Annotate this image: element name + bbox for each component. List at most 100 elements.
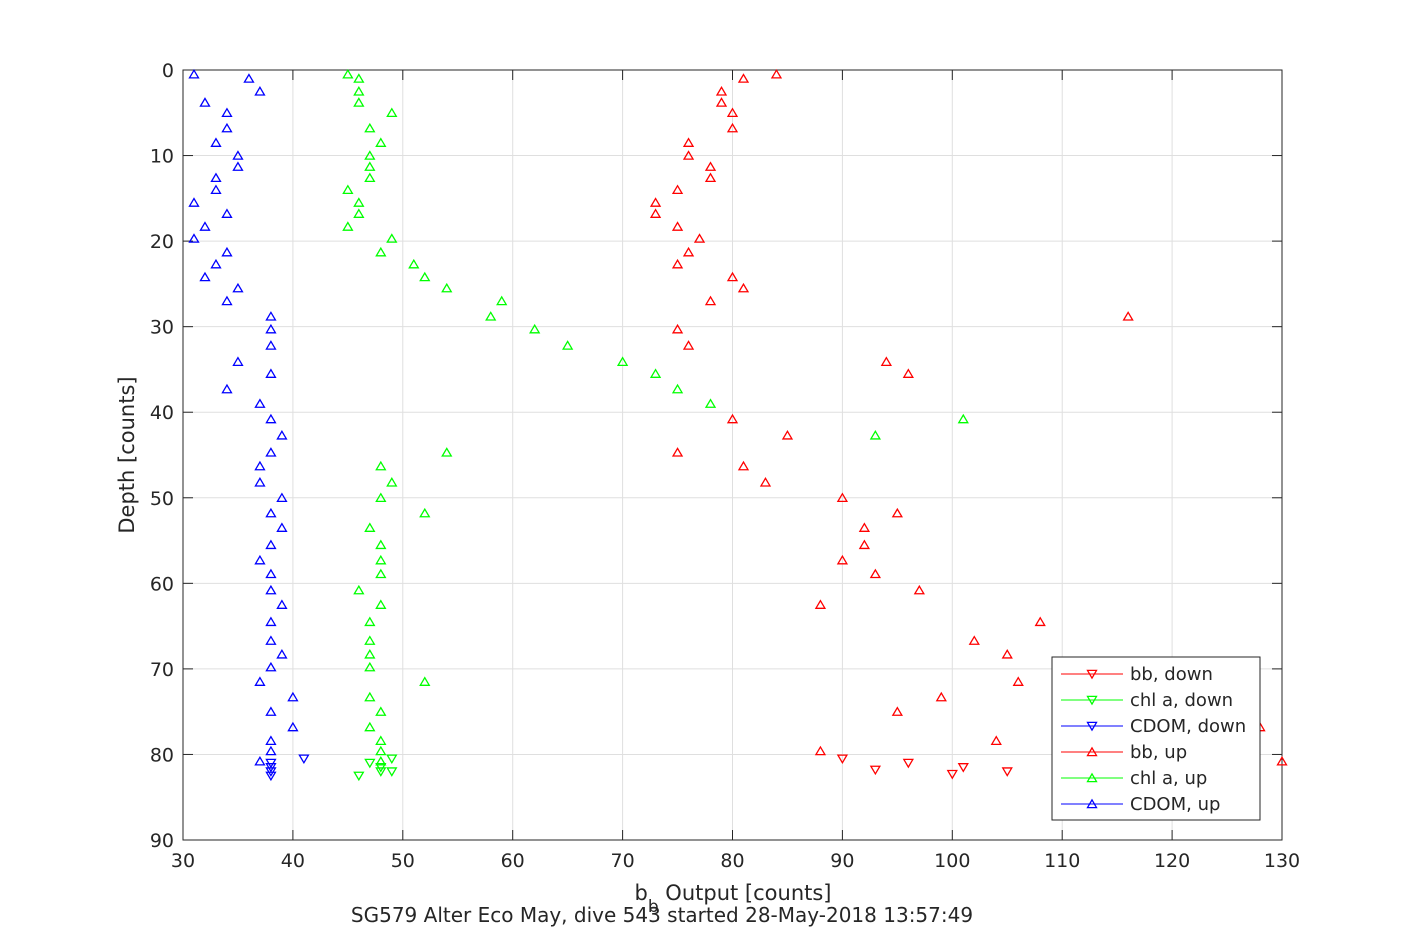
data-point bbox=[946, 769, 958, 780]
data-point bbox=[441, 447, 453, 457]
data-point bbox=[671, 221, 684, 231]
legend: bb, down chl a, down CDOM, down bb, up chl a… bbox=[1051, 656, 1261, 821]
data-point bbox=[254, 398, 266, 408]
data-point bbox=[232, 282, 244, 293]
data-point bbox=[375, 767, 387, 777]
data-point bbox=[342, 221, 354, 231]
data-point bbox=[1001, 649, 1013, 659]
series-0 bbox=[836, 754, 1013, 780]
legend-label: CDOM, up bbox=[1130, 794, 1220, 815]
data-point bbox=[210, 172, 222, 183]
x-tick-label: 70 bbox=[611, 850, 635, 872]
data-point bbox=[265, 311, 277, 321]
data-point bbox=[254, 755, 266, 766]
data-point bbox=[188, 233, 200, 243]
data-point bbox=[188, 68, 200, 79]
legend-label: chl a, down bbox=[1130, 690, 1233, 711]
data-point bbox=[671, 383, 684, 394]
data-point bbox=[616, 356, 629, 366]
x-tick-label: 110 bbox=[1044, 850, 1080, 872]
data-point bbox=[375, 492, 387, 503]
data-point bbox=[682, 137, 695, 147]
data-point bbox=[188, 197, 200, 207]
data-point bbox=[265, 635, 277, 645]
data-point bbox=[221, 107, 233, 118]
data-point bbox=[529, 323, 541, 334]
data-point bbox=[364, 616, 376, 627]
data-point bbox=[232, 356, 244, 366]
data-point bbox=[364, 161, 376, 171]
data-point bbox=[375, 554, 387, 565]
y-tick-label: 10 bbox=[150, 146, 174, 168]
data-point bbox=[364, 172, 376, 183]
y-axis-label: Depth [counts] bbox=[115, 376, 139, 533]
legend-marker bbox=[1086, 798, 1098, 809]
legend-box bbox=[1051, 656, 1261, 821]
data-point bbox=[737, 460, 750, 471]
data-point bbox=[957, 413, 969, 424]
data-point bbox=[342, 184, 354, 195]
data-point bbox=[671, 323, 684, 334]
data-point bbox=[1276, 755, 1288, 766]
data-point bbox=[210, 258, 222, 269]
data-point bbox=[726, 122, 739, 133]
data-point bbox=[386, 477, 398, 487]
data-point bbox=[419, 271, 431, 282]
x-tick-label: 60 bbox=[501, 850, 525, 872]
data-point bbox=[836, 554, 849, 565]
data-point bbox=[265, 539, 277, 550]
data-point bbox=[902, 368, 914, 378]
data-point bbox=[715, 97, 728, 107]
legend-entry: bb, down bbox=[1061, 664, 1213, 685]
data-point bbox=[353, 208, 365, 218]
legend-marker bbox=[1086, 669, 1098, 680]
data-point bbox=[353, 584, 365, 595]
data-point bbox=[386, 767, 398, 777]
x-tick-label: 80 bbox=[720, 850, 744, 872]
y-tick-label: 70 bbox=[150, 659, 174, 681]
data-point bbox=[715, 86, 728, 96]
data-point bbox=[353, 73, 365, 83]
legend-entry: chl a, up bbox=[1061, 768, 1207, 789]
data-point bbox=[254, 86, 266, 96]
data-point bbox=[1034, 616, 1046, 627]
data-point bbox=[265, 706, 277, 716]
data-markers bbox=[188, 68, 1288, 782]
x-tick-label: 120 bbox=[1154, 850, 1190, 872]
data-point bbox=[419, 507, 431, 518]
data-point bbox=[485, 311, 497, 321]
data-point bbox=[441, 282, 453, 293]
data-point bbox=[276, 599, 288, 609]
data-point bbox=[276, 649, 288, 659]
legend-label: bb, up bbox=[1130, 742, 1187, 763]
data-point bbox=[221, 122, 233, 133]
data-point bbox=[364, 122, 376, 133]
data-point bbox=[957, 763, 969, 773]
y-tick-label: 40 bbox=[150, 402, 174, 424]
data-point bbox=[682, 150, 695, 160]
data-point bbox=[375, 539, 387, 550]
data-point bbox=[375, 137, 387, 147]
x-axis-label-subscript: b bbox=[648, 897, 659, 917]
data-point bbox=[781, 429, 794, 440]
data-point bbox=[1001, 767, 1013, 777]
data-point bbox=[375, 460, 387, 471]
y-tick-label: 60 bbox=[150, 573, 174, 595]
data-point bbox=[265, 507, 277, 518]
x-tick-label: 100 bbox=[934, 850, 970, 872]
data-point bbox=[682, 340, 695, 350]
data-point bbox=[353, 97, 365, 107]
legend-marker bbox=[1086, 695, 1098, 706]
data-point bbox=[671, 258, 684, 269]
x-tick-label: 50 bbox=[391, 850, 415, 872]
data-point bbox=[814, 599, 827, 609]
data-point bbox=[649, 197, 662, 207]
y-tick-label: 20 bbox=[150, 231, 174, 253]
data-point bbox=[364, 635, 376, 645]
data-point bbox=[902, 758, 914, 769]
data-point bbox=[1122, 311, 1134, 321]
data-point bbox=[287, 721, 299, 732]
data-point bbox=[353, 86, 365, 96]
legend-entry: bb, up bbox=[1061, 742, 1187, 763]
data-point bbox=[496, 295, 508, 306]
